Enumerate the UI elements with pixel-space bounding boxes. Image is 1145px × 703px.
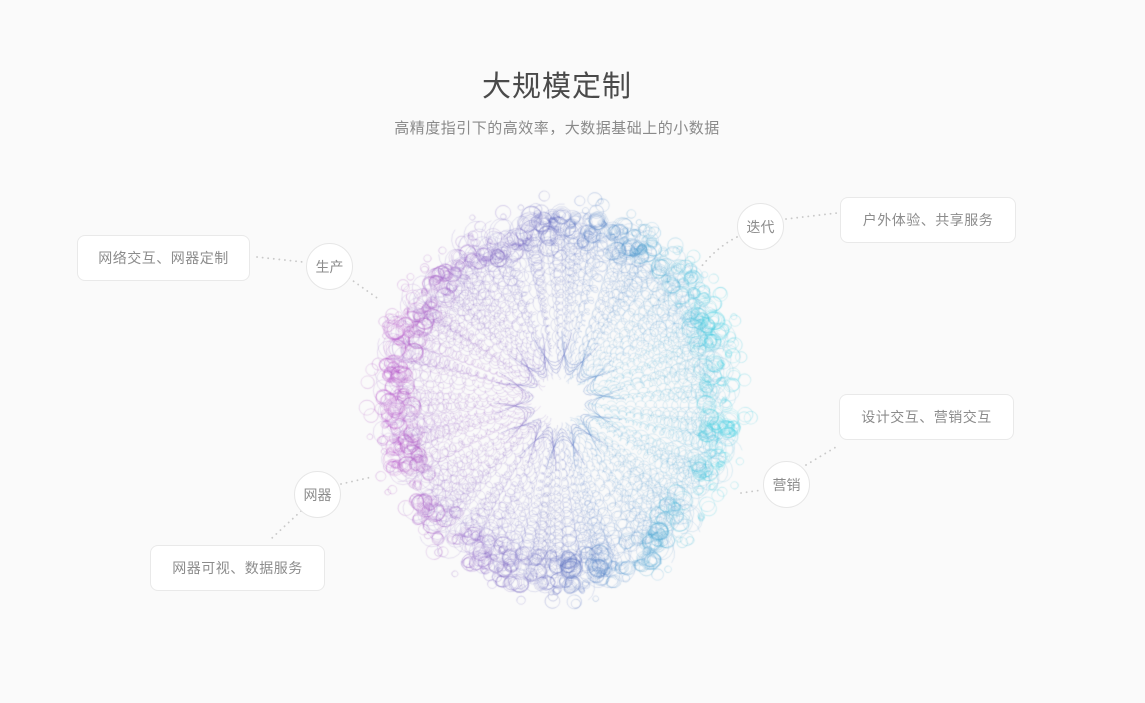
sphere-visualization — [329, 171, 789, 631]
page-title: 大规模定制 — [481, 71, 632, 103]
node-marketing-label: 营销 — [772, 476, 801, 493]
connector-iteration-to-outdoor — [785, 212, 838, 220]
connector-marketing-to-design — [805, 446, 837, 466]
node-marketing: 营销 — [763, 461, 810, 508]
node-production-label: 生产 — [315, 258, 344, 275]
card-network-interaction: 网络交互、网器定制 — [77, 235, 250, 281]
node-iteration: 迭代 — [737, 203, 784, 250]
card-device-visual: 网器可视、数据服务 — [150, 545, 325, 591]
card-outdoor-experience: 户外体验、共享服务 — [840, 197, 1016, 243]
card-device-visual-label: 网器可视、数据服务 — [172, 560, 303, 576]
card-network-interaction-label: 网络交互、网器定制 — [98, 250, 229, 266]
node-device-label: 网器 — [303, 486, 332, 503]
card-design-interaction: 设计交互、营销交互 — [839, 394, 1014, 440]
node-iteration-label: 迭代 — [746, 218, 775, 235]
connector-device-to-visual — [271, 510, 302, 539]
card-outdoor-experience-label: 户外体验、共享服务 — [862, 212, 994, 228]
node-production: 生产 — [306, 243, 353, 290]
node-device: 网器 — [294, 471, 341, 518]
page-subtitle: 高精度指引下的高效率，大数据基础上的小数据 — [394, 120, 720, 137]
card-design-interaction-label: 设计交互、营销交互 — [861, 409, 992, 425]
connector-network-to-production — [256, 256, 304, 263]
